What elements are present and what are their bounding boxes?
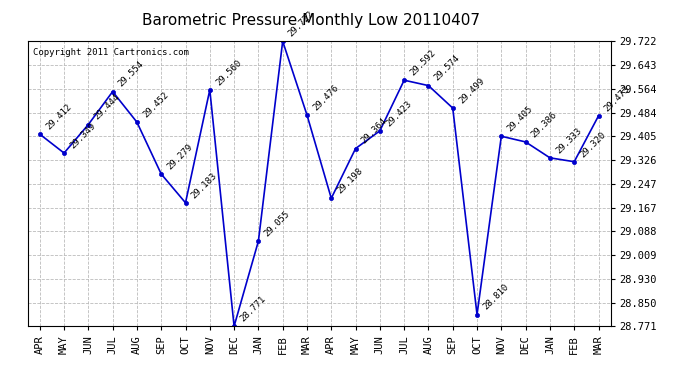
Text: 29.554: 29.554 bbox=[117, 60, 146, 89]
Text: 29.722: 29.722 bbox=[287, 9, 316, 39]
Text: 29.560: 29.560 bbox=[214, 58, 243, 87]
Text: 28.810: 28.810 bbox=[481, 283, 511, 312]
Text: 29.183: 29.183 bbox=[190, 171, 219, 200]
Text: 29.364: 29.364 bbox=[359, 117, 389, 146]
Text: 29.405: 29.405 bbox=[506, 104, 535, 134]
Text: 29.333: 29.333 bbox=[554, 126, 583, 155]
Text: 29.444: 29.444 bbox=[92, 93, 121, 122]
Text: 29.452: 29.452 bbox=[141, 90, 170, 119]
Text: 29.198: 29.198 bbox=[335, 166, 364, 195]
Text: 28.771: 28.771 bbox=[238, 294, 268, 324]
Text: Copyright 2011 Cartronics.com: Copyright 2011 Cartronics.com bbox=[33, 48, 189, 57]
Text: 29.412: 29.412 bbox=[44, 102, 73, 131]
Text: 29.320: 29.320 bbox=[578, 130, 607, 159]
Text: 29.499: 29.499 bbox=[457, 76, 486, 105]
Text: 29.574: 29.574 bbox=[433, 54, 462, 83]
Text: Barometric Pressure Monthly Low 20110407: Barometric Pressure Monthly Low 20110407 bbox=[141, 13, 480, 28]
Text: 29.423: 29.423 bbox=[384, 99, 413, 128]
Text: 29.476: 29.476 bbox=[311, 83, 340, 112]
Text: 29.279: 29.279 bbox=[166, 142, 195, 171]
Text: 29.473: 29.473 bbox=[602, 84, 632, 113]
Text: 29.055: 29.055 bbox=[263, 209, 292, 238]
Text: 29.386: 29.386 bbox=[530, 110, 559, 139]
Text: 29.592: 29.592 bbox=[408, 48, 437, 77]
Text: 29.349: 29.349 bbox=[68, 121, 97, 150]
